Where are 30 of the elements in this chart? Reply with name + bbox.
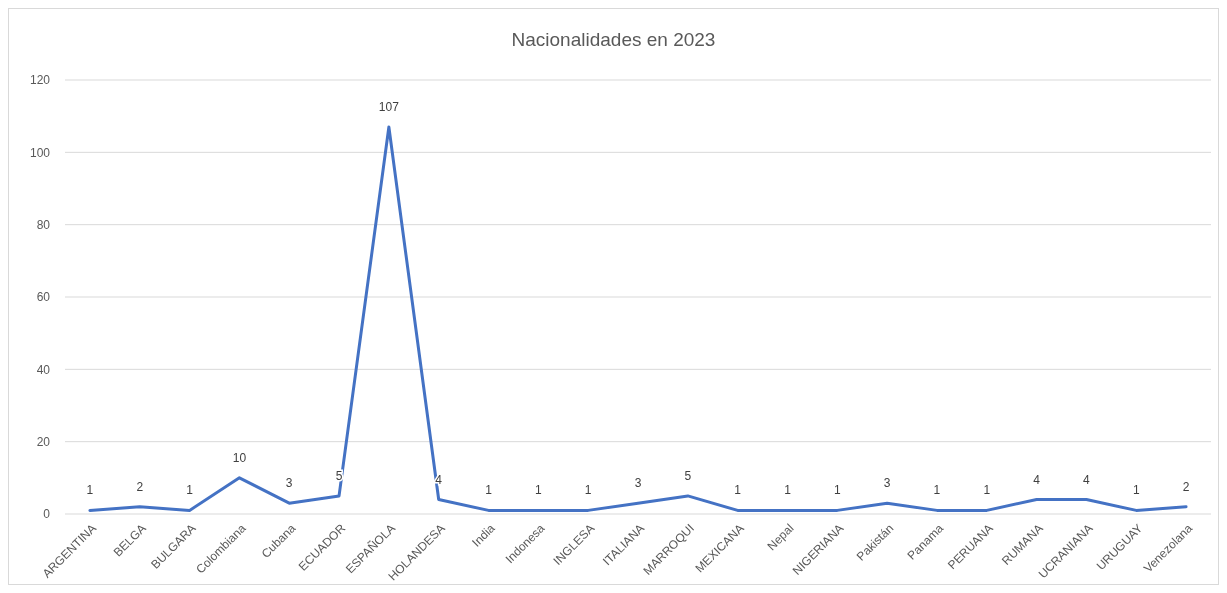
data-label: 1 — [1132, 483, 1140, 498]
data-label: 1 — [734, 483, 742, 498]
data-label: 1 — [535, 483, 542, 498]
data-label: 2 — [1182, 479, 1190, 494]
y-tick-label: 0 — [43, 507, 51, 522]
data-label: 1 — [933, 483, 941, 498]
data-label: 3 — [883, 476, 891, 491]
data-label: 1 — [485, 483, 493, 498]
y-tick-label: 80 — [36, 217, 51, 232]
data-label: 3 — [634, 476, 642, 491]
y-tick-label: 60 — [36, 290, 51, 305]
data-label: 1 — [784, 483, 792, 498]
data-label: 5 — [684, 468, 692, 483]
y-tick-label: 120 — [29, 73, 51, 88]
data-label: 1 — [186, 483, 194, 498]
y-tick-label: 20 — [36, 434, 51, 449]
line-series — [88, 125, 1188, 512]
data-label: 1 — [86, 483, 94, 498]
chart-title: Nacionalidades en 2023 — [511, 29, 716, 50]
data-label: 2 — [136, 479, 144, 494]
data-label: 4 — [1033, 472, 1041, 487]
data-label: 3 — [285, 476, 293, 491]
data-label: 1 — [983, 483, 991, 498]
y-tick-label: 100 — [29, 145, 51, 160]
data-label: 107 — [378, 100, 400, 115]
data-label: 1 — [833, 483, 841, 498]
y-tick-label: 40 — [36, 362, 51, 377]
data-label: 10 — [232, 450, 247, 465]
data-label: 1 — [584, 483, 592, 498]
data-label: 4 — [1083, 472, 1091, 487]
